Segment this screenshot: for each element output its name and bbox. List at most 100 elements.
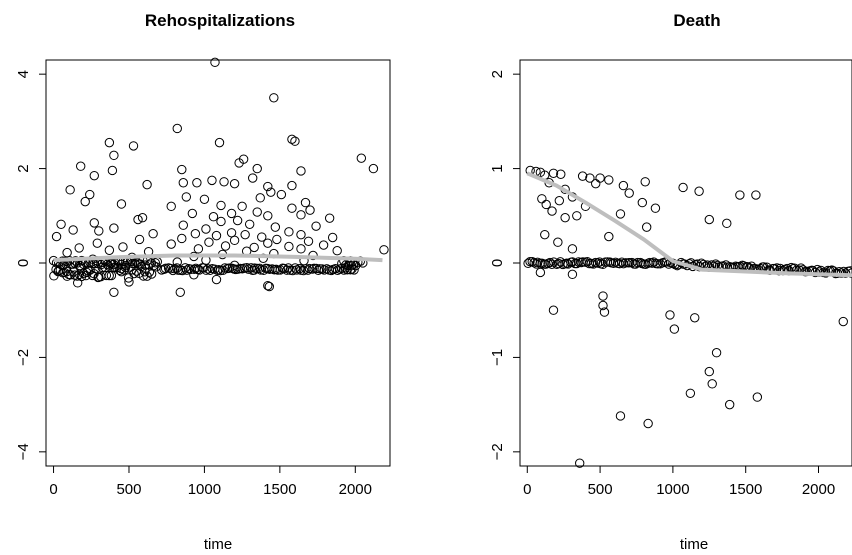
data-point [690,313,700,323]
data-point [535,267,546,278]
y-ticks: −4 −2 0 2 4 [15,70,46,460]
data-point [303,236,314,246]
chart-title: Rehospitalizations [145,11,295,30]
data-point [144,267,155,277]
data-point [296,229,306,240]
y-tick-label: 4 [15,70,32,78]
data-point [240,229,250,240]
x-tick-label: 500 [116,481,141,498]
data-point [838,316,848,327]
data-point [187,208,198,219]
data-point [279,263,289,274]
data-point [327,232,338,243]
data-point [572,211,582,221]
data-point [349,265,359,275]
data-point [665,310,675,320]
data-point [287,180,297,191]
data-point [553,237,563,247]
data-point [229,235,240,246]
data-point [650,203,661,213]
data-point [704,366,714,377]
data-point [237,201,247,212]
y-ticks: −2 −1 0 1 2 [489,70,520,460]
chart-title: Death [673,11,720,30]
data-point [751,190,761,200]
data-point [248,173,258,183]
data-point [547,206,557,216]
data-point [752,392,763,402]
data-point [215,265,226,276]
data-point [216,216,226,227]
data-point [89,170,99,181]
data-point [591,178,601,189]
data-point [379,245,389,255]
data-point [134,268,144,279]
data-point [305,205,315,215]
data-point [711,347,722,358]
data-point [315,264,325,274]
data-point [615,411,626,421]
data-point [588,259,599,269]
data-point [252,163,262,174]
x-tick-label: 2000 [339,481,372,498]
data-point [585,173,595,183]
data-point [92,238,102,248]
data-point [181,192,192,202]
data-point [340,263,350,273]
data-point [166,239,176,249]
data-point [207,175,217,186]
data-point [211,230,222,241]
data-point [89,218,99,228]
data-point [311,221,321,231]
data-point [704,214,714,225]
data-point [62,247,72,258]
data-point [182,265,192,275]
data-point [264,281,274,292]
data-point [599,307,610,317]
data-point [109,223,119,233]
data-point [255,193,265,203]
data-point [263,211,273,221]
data-point [604,231,614,242]
data-point [118,242,128,252]
data-point [204,237,214,247]
data-point [298,265,309,276]
data-point [269,93,279,103]
panel-rehospitalizations: Rehospitalizations −4 −2 0 2 4 0 500 1000 1500 2… [15,11,391,553]
data-point [549,257,559,267]
data-point [146,258,157,268]
data-point [74,269,85,279]
data-point [193,244,204,254]
data-point [159,264,169,275]
data-point [65,185,75,195]
data-point [199,194,210,204]
data-point [137,212,148,223]
data-point [97,262,107,273]
data-point [80,196,90,207]
y-tick-label: 0 [15,259,32,267]
data-point [545,257,555,268]
data-point [296,244,306,254]
x-tick-label: 0 [49,481,57,498]
data-point [617,257,627,267]
data-point [318,240,329,250]
data-point [190,229,201,239]
data-point [263,280,273,291]
data-point [68,225,78,235]
data-point [678,182,688,193]
data-point [216,200,226,211]
data-point [166,263,176,274]
y-tick-label: 0 [489,259,506,267]
scatter-points [48,57,389,297]
data-point [669,324,680,334]
data-point [287,203,297,213]
x-tick-label: 1000 [188,481,221,498]
smooth-curve [526,171,852,278]
data-point [178,220,188,230]
data-point [177,164,187,175]
data-point [211,274,222,285]
data-point [575,458,585,468]
data-point [144,260,154,270]
data-point [324,213,335,223]
